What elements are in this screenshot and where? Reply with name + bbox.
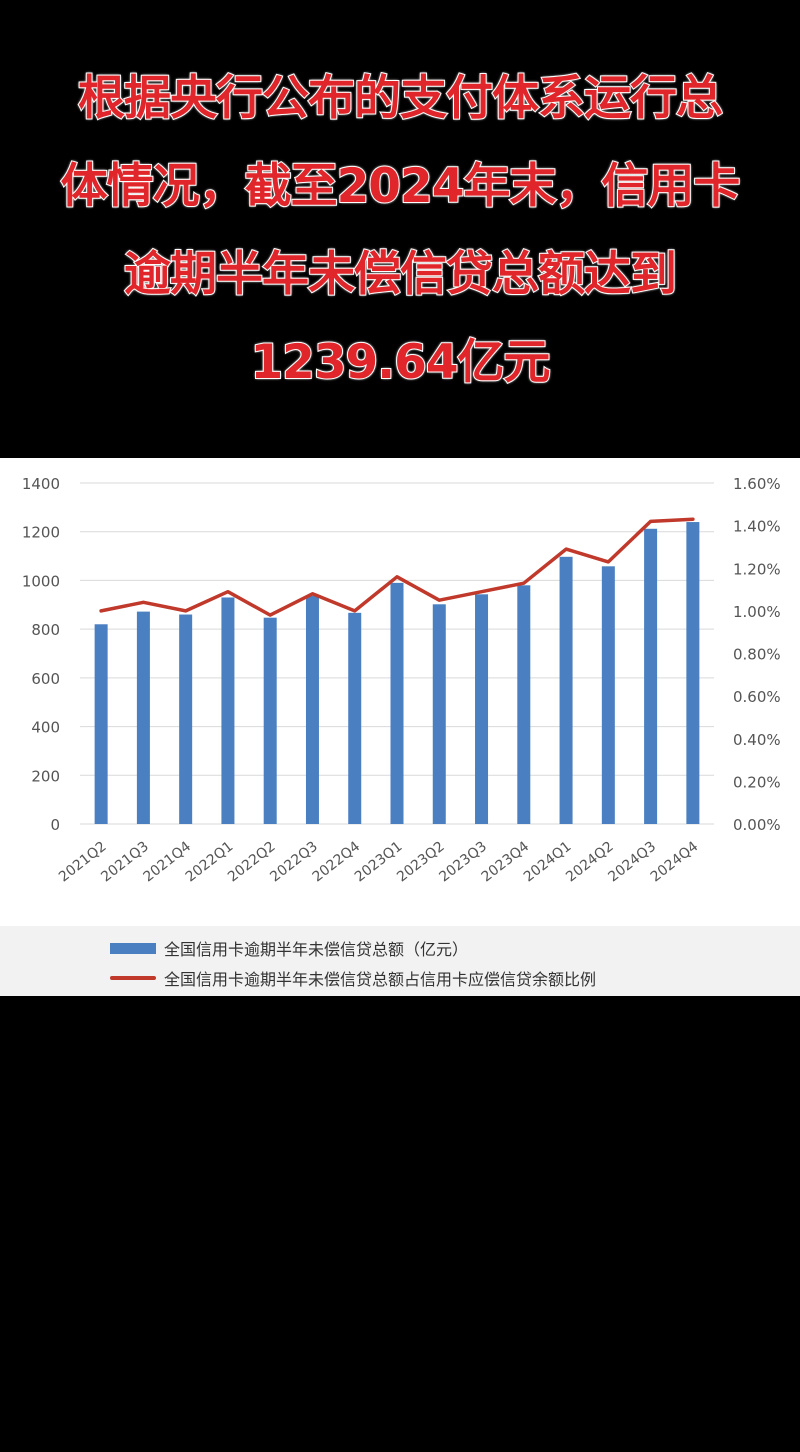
chart-legend: 全国信用卡逾期半年未偿信贷总额（亿元） 全国信用卡逾期半年未偿信贷总额占信用卡应… <box>0 926 800 996</box>
y-left-tick-label: 1000 <box>22 572 60 590</box>
headline-line-2: 体情况，截至2024年末，信用卡 <box>60 158 742 215</box>
y-right-tick-label: 0.00% <box>733 816 781 834</box>
bar <box>94 624 108 824</box>
bar <box>644 528 658 824</box>
legend-swatch-bar <box>110 942 156 954</box>
y-left-tick-label: 600 <box>31 670 60 688</box>
bar <box>136 611 150 824</box>
x-tick-label: 2024Q4 <box>648 838 702 885</box>
legend-swatch-line <box>110 976 156 980</box>
bar <box>348 612 362 824</box>
bar <box>432 604 446 824</box>
headline-line-1: 根据央行公布的支付体系运行总 <box>77 70 724 127</box>
bar <box>263 617 277 824</box>
y-right-tick-label: 0.60% <box>733 688 781 706</box>
headline: 根据央行公布的支付体系运行总 体情况，截至2024年末，信用卡 逾期半年未偿信贷… <box>0 55 800 407</box>
ratio-line <box>99 517 695 617</box>
bar <box>559 556 573 824</box>
y-left-tick-label: 200 <box>31 767 60 785</box>
y-right-tick-label: 0.20% <box>733 773 781 791</box>
y-left-tick-label: 0 <box>50 816 60 834</box>
y-right-tick-label: 1.20% <box>733 560 781 578</box>
combo-chart: 0 200 400 600 800 1000 1200 1400 0.00% 0.20% 0.40%… <box>22 475 781 885</box>
y-right-tick-label: 1.40% <box>733 518 781 536</box>
y-right-tick-label: 1.60% <box>733 475 781 493</box>
legend-item-line: 全国信用卡逾期半年未偿信贷总额占信用卡应偿信贷余额比例 <box>110 965 596 991</box>
bar <box>221 597 235 824</box>
bar <box>475 594 489 824</box>
headline-line-3: 逾期半年未偿信贷总额达到 <box>123 246 678 303</box>
y-right-tick-label: 0.40% <box>733 731 781 749</box>
legend-label-bar: 全国信用卡逾期半年未偿信贷总额（亿元） <box>164 940 469 959</box>
bar <box>179 614 193 824</box>
y-left-tick-label: 800 <box>31 621 60 639</box>
bar <box>390 582 404 824</box>
y-left-tick-label: 400 <box>31 719 60 737</box>
y-right-tick-label: 1.00% <box>733 603 781 621</box>
bar <box>686 522 700 824</box>
y-left-tick-label: 1200 <box>22 524 60 542</box>
y-left-tick-label: 1400 <box>22 475 60 493</box>
legend-item-bar: 全国信用卡逾期半年未偿信贷总额（亿元） <box>110 935 468 961</box>
chart-panel: 0 200 400 600 800 1000 1200 1400 0.00% 0.20% 0.40%… <box>0 458 800 996</box>
bar <box>305 595 319 824</box>
headline-line-4: 1239.64亿元 <box>249 334 551 391</box>
bar <box>601 566 615 824</box>
legend-label-line: 全国信用卡逾期半年未偿信贷总额占信用卡应偿信贷余额比例 <box>164 970 597 989</box>
bar <box>517 585 531 824</box>
y-right-tick-label: 0.80% <box>733 646 781 664</box>
